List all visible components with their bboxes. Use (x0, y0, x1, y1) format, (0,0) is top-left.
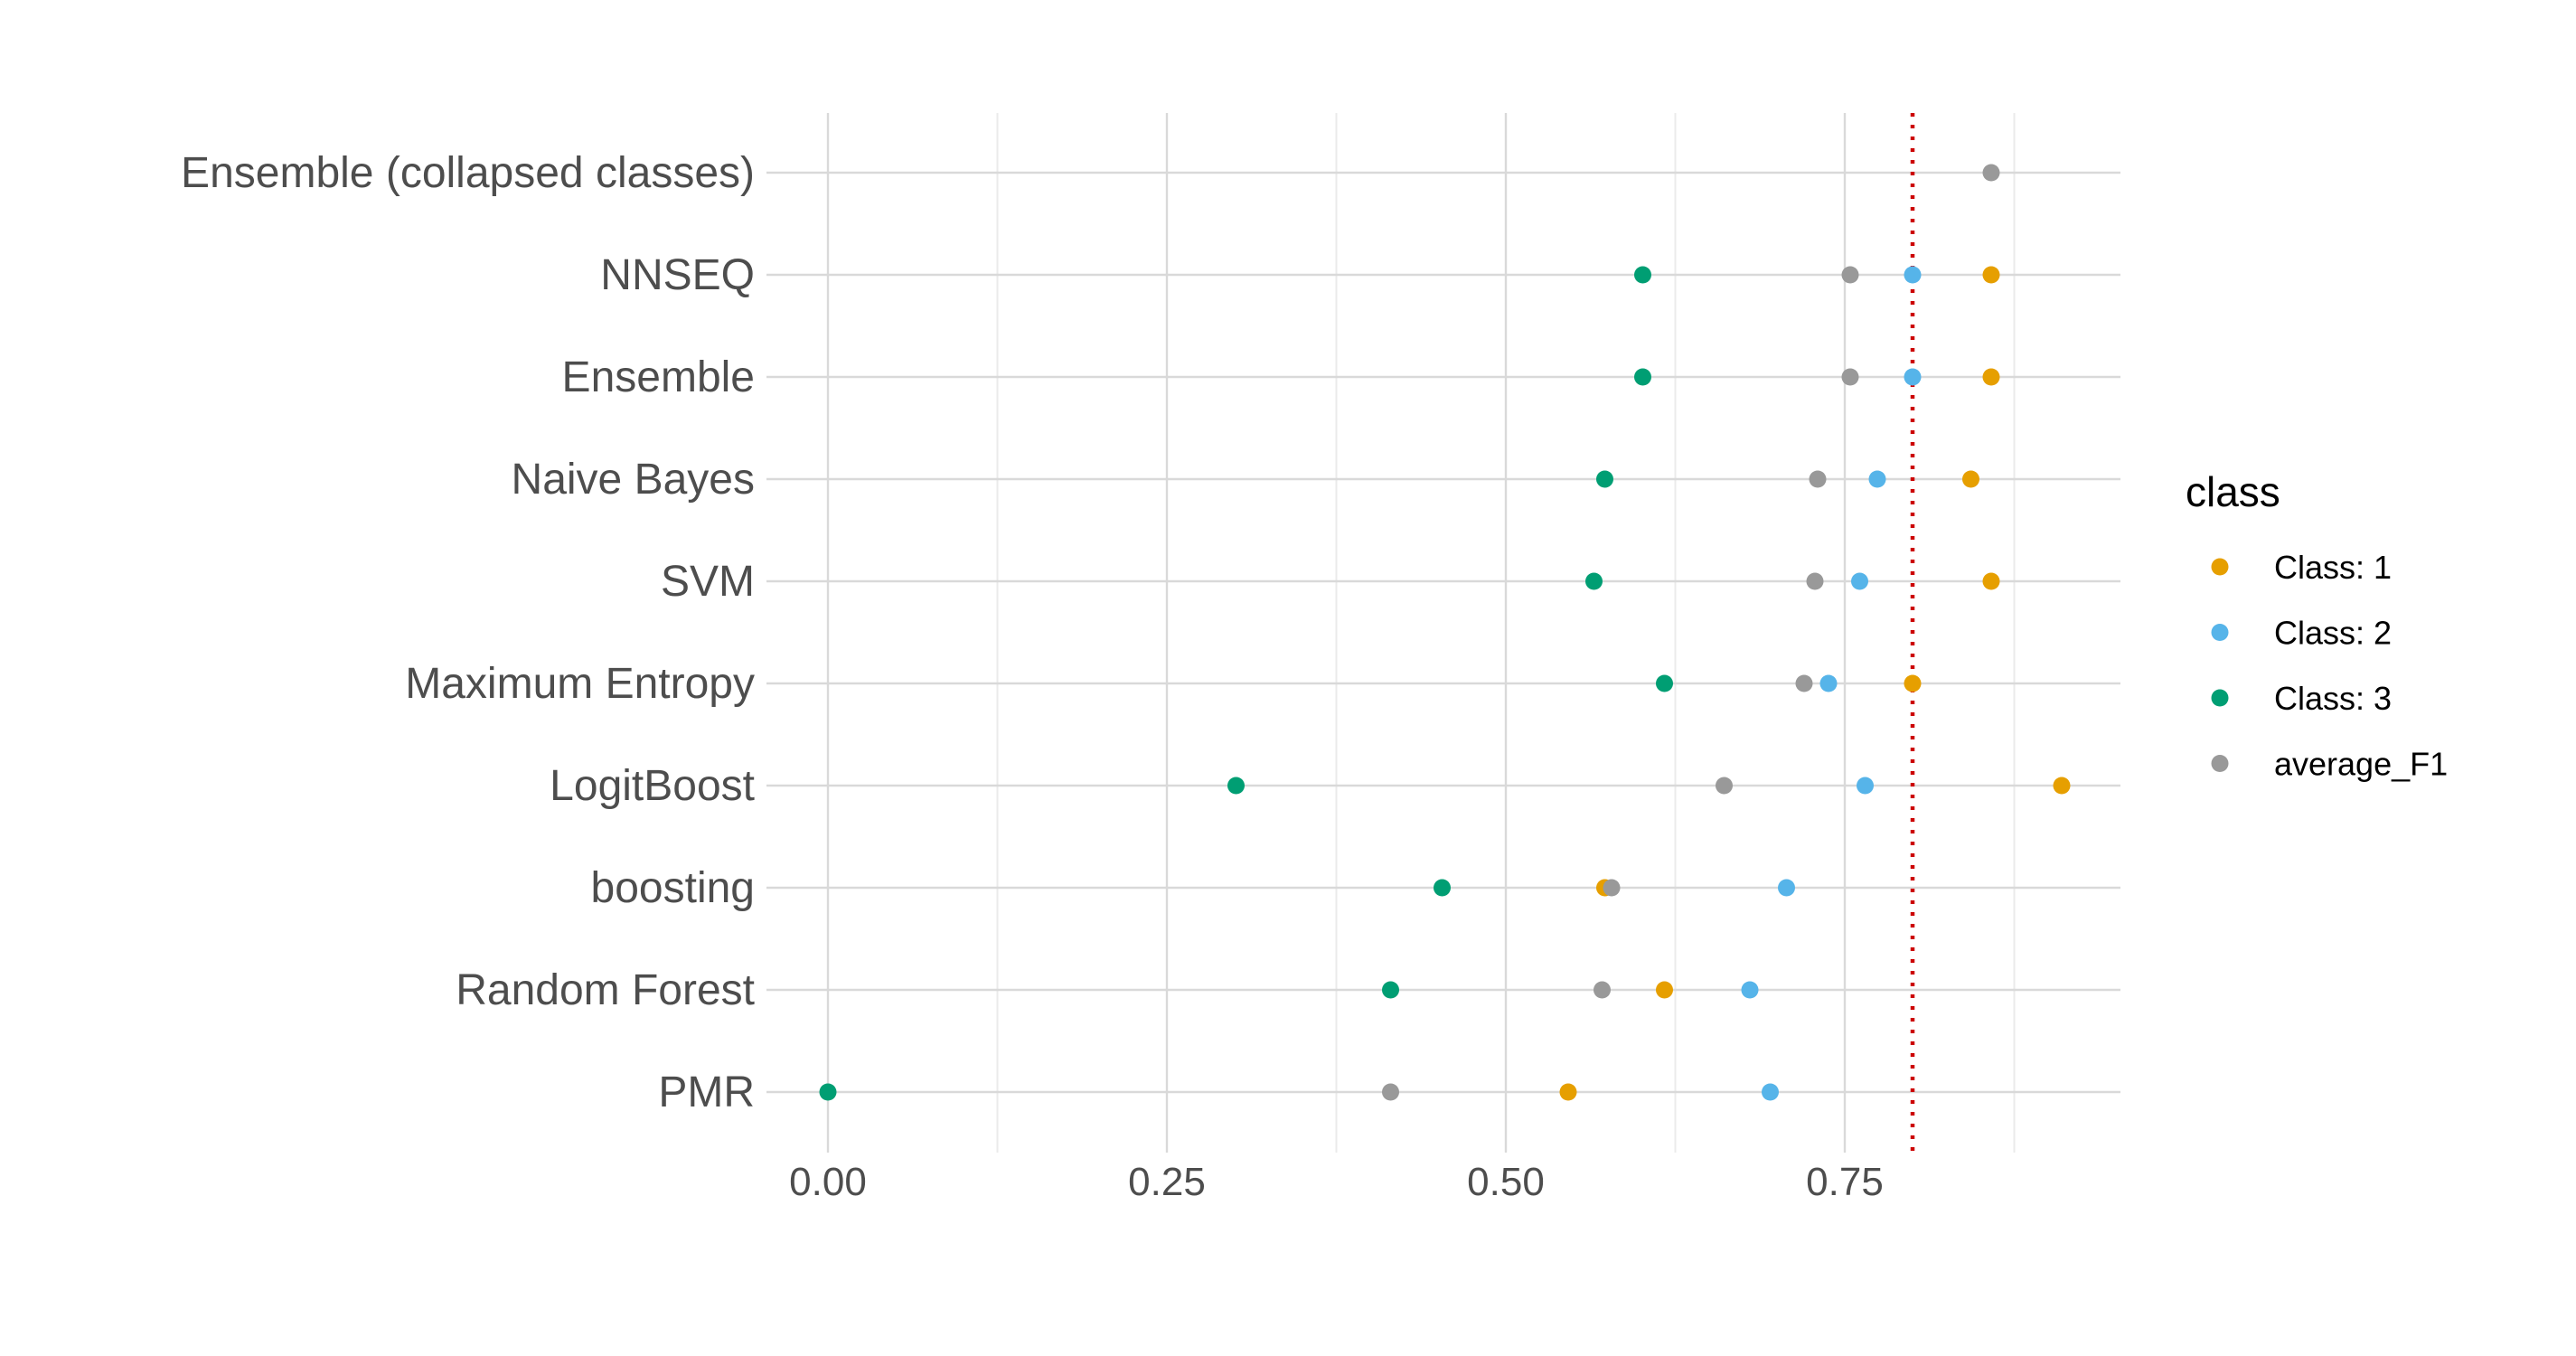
category-label: SVM (661, 558, 755, 606)
data-point (1806, 572, 1824, 590)
legend-label: Class: 1 (2274, 549, 2392, 586)
data-point (1904, 266, 1922, 284)
data-point (819, 1083, 837, 1101)
category-label: Naive Bayes (512, 456, 755, 504)
legend-items: Class: 1 Class: 2 Class: 3 average_F1 (2211, 549, 2448, 783)
x-tick-label: 0.00 (789, 1160, 867, 1204)
category-label: Ensemble (collapsed classes) (181, 149, 755, 197)
data-point (1656, 981, 1673, 999)
data-point (1851, 572, 1868, 590)
data-point (1741, 981, 1759, 999)
category-label: boosting (591, 864, 755, 912)
category-label: NNSEQ (600, 251, 755, 299)
data-point (1982, 266, 2000, 284)
data-point (1819, 674, 1838, 692)
category-label: PMR (658, 1069, 755, 1116)
data-point (1594, 981, 1611, 999)
data-point (1603, 879, 1621, 897)
legend-key (2211, 755, 2229, 772)
data-point (1809, 470, 1827, 488)
data-point (1841, 266, 1859, 284)
legend-key (2211, 624, 2229, 641)
category-label: Maximum Entropy (405, 660, 755, 708)
data-point (1434, 879, 1451, 897)
data-point (1904, 368, 1922, 386)
data-point (1656, 674, 1673, 692)
data-point (1559, 1083, 1577, 1101)
legend-label: Class: 2 (2274, 615, 2392, 652)
category-label: Random Forest (456, 966, 755, 1014)
data-point (1795, 674, 1813, 692)
data-point (1716, 777, 1733, 795)
data-point (1982, 164, 2000, 182)
data-point (1634, 368, 1651, 386)
data-point (1382, 1083, 1399, 1101)
x-axis-tick-labels: 0.00 0.25 0.50 0.75 (789, 1160, 1884, 1204)
legend-label: average_F1 (2274, 746, 2448, 783)
data-point (1868, 470, 1886, 488)
x-tick-label: 0.50 (1467, 1160, 1545, 1204)
category-label: Ensemble (562, 353, 755, 401)
data-point (1982, 572, 2000, 590)
data-point (1841, 368, 1859, 386)
x-tick-label: 0.25 (1128, 1160, 1206, 1204)
minor-gridlines (996, 113, 2016, 1153)
data-point (1778, 879, 1795, 897)
data-point (1227, 777, 1245, 795)
data-point (1596, 470, 1613, 488)
data-point (1857, 777, 1874, 795)
category-label: LogitBoost (550, 762, 755, 810)
legend-key (2211, 689, 2229, 707)
major-gridlines (766, 113, 2120, 1153)
data-point (1762, 1083, 1779, 1101)
legend: class Class: 1 Class: 2 Class: 3 average_F1 (2186, 468, 2448, 783)
legend-label: Class: 3 (2274, 680, 2392, 717)
data-points (819, 164, 2071, 1101)
data-point (1382, 981, 1399, 999)
data-point (1962, 470, 1979, 488)
data-point (1904, 674, 1922, 692)
category-labels: PMR Random Forest boosting LogitBoost Maximu… (181, 149, 755, 1116)
data-point (1634, 266, 1651, 284)
data-point (1585, 572, 1603, 590)
legend-key (2211, 558, 2229, 576)
data-point (2053, 777, 2071, 795)
data-point (1982, 368, 2000, 386)
x-tick-label: 0.75 (1806, 1160, 1884, 1204)
legend-title: class (2186, 468, 2280, 515)
